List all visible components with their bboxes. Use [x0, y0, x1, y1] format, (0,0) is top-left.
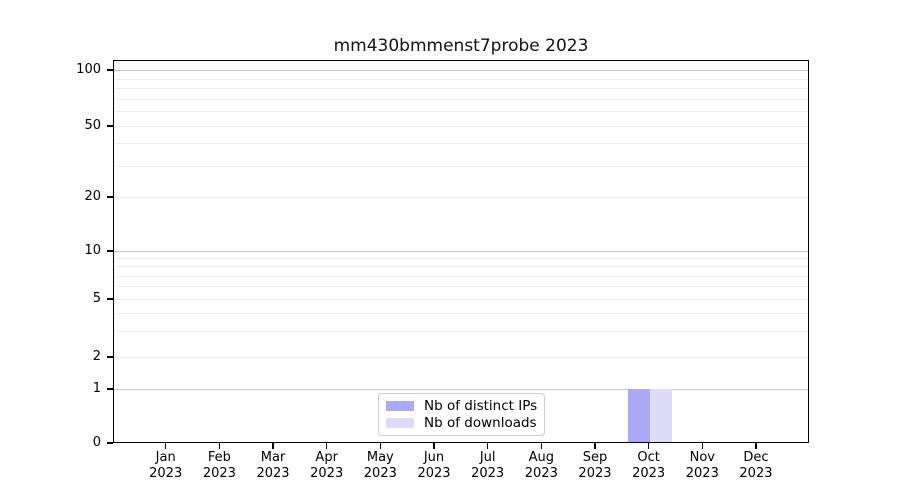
y-tick-label-1: 1 [92, 381, 101, 396]
minor-gridline-8 [113, 266, 809, 267]
y-tick-label-5: 5 [92, 291, 101, 306]
y-tick-label-100: 100 [76, 62, 101, 77]
legend-swatch-icon [386, 400, 414, 411]
x-tick-label-aug: Aug 2023 [524, 450, 558, 481]
x-tick-feb [218, 443, 221, 449]
y-tick-10 [107, 250, 113, 252]
x-tick-label-oct: Oct 2023 [632, 450, 666, 481]
minor-gridline-9 [113, 258, 809, 259]
minor-gridline-4 [113, 313, 809, 314]
minor-gridline-60 [113, 111, 809, 112]
y-tick-0 [107, 442, 113, 444]
minor-gridline-20 [113, 197, 809, 198]
y-tick-1 [107, 388, 113, 390]
x-tick-label-dec: Dec 2023 [739, 450, 773, 481]
legend-swatch-icon [386, 418, 414, 429]
major-gridline-10 [113, 251, 809, 252]
minor-gridline-40 [113, 143, 809, 144]
x-tick-label-mar: Mar 2023 [256, 450, 290, 481]
y-tick-2 [107, 356, 113, 358]
x-tick-label-apr: Apr 2023 [310, 450, 344, 481]
x-tick-label-sep: Sep 2023 [578, 450, 612, 481]
x-tick-may [379, 443, 382, 449]
x-tick-label-jun: Jun 2023 [417, 450, 451, 481]
legend: Nb of distinct IPs Nb of downloads [378, 393, 545, 436]
legend-label: Nb of distinct IPs [424, 397, 538, 414]
bar-nb-of-distinct-ips-oct-2023 [627, 389, 650, 443]
minor-gridline-2 [113, 357, 809, 358]
legend-label: Nb of downloads [424, 415, 537, 432]
y-tick-100 [107, 69, 113, 71]
x-tick-label-feb: Feb 2023 [202, 450, 236, 481]
x-tick-jul [486, 443, 489, 449]
x-tick-oct [647, 443, 650, 449]
x-tick-dec [755, 443, 757, 449]
minor-gridline-50 [113, 126, 809, 127]
minor-gridline-70 [113, 99, 809, 100]
x-tick-sep [594, 443, 596, 449]
y-tick-label-2: 2 [92, 349, 101, 364]
minor-gridline-80 [113, 88, 809, 89]
y-tick-label-10: 10 [84, 243, 101, 258]
legend-item-0: Nb of distinct IPs [386, 397, 538, 415]
x-tick-label-nov: Nov 2023 [685, 450, 719, 481]
x-tick-nov [701, 443, 704, 449]
minor-gridline-30 [113, 166, 809, 167]
x-tick-label-jan: Jan 2023 [149, 450, 183, 481]
y-tick-5 [107, 298, 113, 300]
major-gridline-100 [113, 70, 809, 71]
major-gridline-1 [113, 389, 809, 390]
y-tick-label-0: 0 [92, 435, 101, 450]
minor-gridline-7 [113, 276, 809, 277]
y-tick-label-50: 50 [84, 118, 101, 133]
y-tick-20 [107, 196, 113, 198]
bar-nb-of-downloads-oct-2023 [649, 389, 672, 443]
x-tick-label-jul: Jul 2023 [471, 450, 505, 481]
chart-title: mm430bmmenst7probe 2023 [333, 36, 589, 56]
plot-area: Nb of distinct IPs Nb of downloads [113, 60, 809, 443]
x-tick-mar [272, 443, 274, 449]
x-tick-apr [325, 443, 328, 449]
minor-gridline-6 [113, 286, 809, 287]
x-tick-aug [540, 443, 543, 449]
x-tick-jan [164, 443, 167, 449]
minor-gridline-3 [113, 331, 809, 332]
x-tick-jun [433, 443, 435, 449]
y-tick-50 [107, 125, 113, 127]
x-tick-label-may: May 2023 [363, 450, 397, 481]
y-tick-label-20: 20 [84, 189, 101, 204]
minor-gridline-5 [113, 299, 809, 300]
minor-gridline-90 [113, 78, 809, 80]
legend-item-1: Nb of downloads [386, 415, 537, 433]
